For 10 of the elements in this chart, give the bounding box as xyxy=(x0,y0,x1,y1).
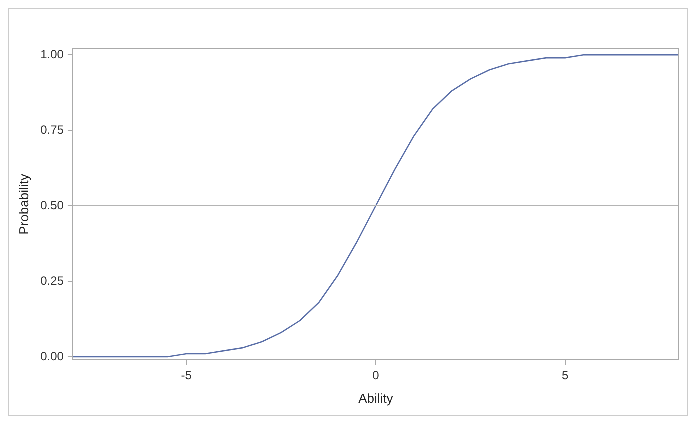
x-axis-title: Ability xyxy=(358,390,394,406)
y-tick-label: 0.00 xyxy=(40,349,64,364)
y-axis-title: Probability xyxy=(16,174,32,235)
y-tick-label: 0.75 xyxy=(40,122,64,137)
x-tick-label: 0 xyxy=(372,368,380,383)
y-tick-label: 0.25 xyxy=(40,274,64,288)
x-tick-label: -5 xyxy=(181,368,192,383)
y-tick-label: 0.50 xyxy=(40,198,64,212)
x-tick-label: 5 xyxy=(562,368,570,383)
y-tick-label: 1.00 xyxy=(40,47,64,62)
